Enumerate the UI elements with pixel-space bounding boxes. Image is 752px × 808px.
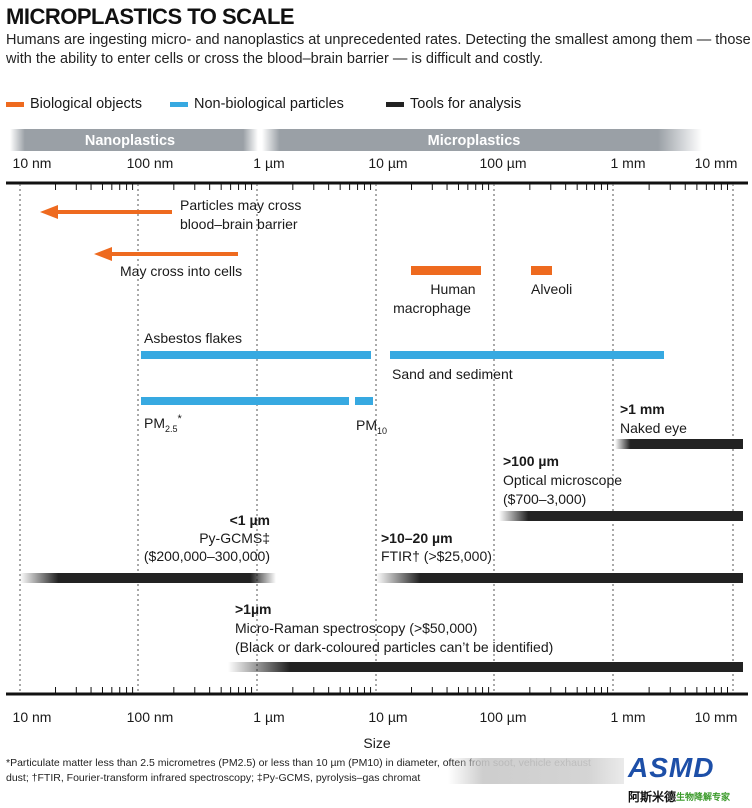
ftir-bar — [376, 573, 743, 583]
alveoli-bar — [531, 266, 552, 275]
bottom-tick-100um: 100 µm — [480, 709, 527, 725]
legend-tools: Tools for analysis — [386, 96, 521, 112]
ftir-label: FTIR† (>$25,000) — [381, 548, 492, 564]
watermark-logo: ASMD — [628, 752, 715, 783]
sand-label: Sand and sediment — [392, 366, 513, 382]
legend-swatch-biological — [6, 101, 24, 107]
footnote-line-2: dust; †FTIR, Fourier-transform infrared … — [6, 772, 421, 784]
band-label-micro: Microplastics — [428, 133, 521, 149]
optical-cost: ($700–3,000) — [503, 491, 586, 507]
subtitle: Humans are ingesting micro- and nanoplas… — [6, 32, 751, 67]
bottom-tick-10um: 10 µm — [368, 709, 407, 725]
watermark-sub: 生物降解专家 — [676, 792, 731, 802]
optical-size: >100 µm — [503, 453, 559, 469]
bottom-tick-10nm: 10 nm — [13, 709, 52, 725]
raman-label-2: (Black or dark-coloured particles can’t … — [235, 639, 553, 655]
top-tick-100nm: 100 nm — [127, 155, 174, 171]
pm10-label: PM10 — [356, 417, 387, 436]
asbestos-label: Asbestos flakes — [144, 330, 242, 346]
naked-eye-label: Naked eye — [620, 420, 687, 436]
band-nanoplastics — [10, 129, 258, 151]
top-tick-10mm: 10 mm — [695, 155, 738, 171]
legend-swatch-non-biological — [170, 101, 188, 107]
axis-xlabel: Size — [363, 735, 390, 751]
bbb-arrow-head — [40, 205, 58, 219]
minor-ticks — [55, 183, 729, 694]
legend-label-non-biological: Non-biological particles — [194, 96, 344, 112]
watermark-chinese: 阿斯米德 — [628, 790, 677, 804]
raman-size: >1µm — [235, 601, 271, 617]
top-tick-10nm: 10 nm — [13, 155, 52, 171]
raman-label-1: Micro-Raman spectroscopy (>$50,000) — [235, 620, 477, 636]
top-tick-1mm: 1 mm — [611, 155, 646, 171]
naked-eye-bar — [615, 439, 743, 449]
alveoli-label: Alveoli — [531, 281, 572, 297]
pm25-label-sup: * — [178, 413, 183, 425]
watermark: ASMD 阿斯米德 生物降解专家 — [624, 752, 748, 804]
scale-diagram: Nanoplastics Microplastics 10 nm 100 nm … — [6, 129, 748, 751]
pm10-bar — [355, 397, 373, 405]
footnote-blur — [448, 758, 624, 784]
legend-label-tools: Tools for analysis — [410, 96, 522, 112]
raman-bar — [228, 662, 743, 672]
bbb-label-1: Particles may cross — [180, 197, 301, 213]
pm10-label-main: PM — [356, 417, 377, 433]
bottom-tick-10mm: 10 mm — [695, 709, 738, 725]
bottom-tick-1um: 1 µm — [253, 709, 284, 725]
top-tick-1um: 1 µm — [253, 155, 284, 171]
pygcms-size: <1 µm — [230, 512, 270, 528]
page-title: MICROPLASTICS TO SCALE — [6, 4, 295, 29]
pm25-label-main: PM — [144, 415, 165, 431]
pm10-label-sub: 10 — [377, 426, 387, 436]
asbestos-bar — [141, 351, 371, 359]
pm25-label: PM2.5* — [144, 413, 183, 434]
pygcms-label: Py-GCMS‡ — [199, 530, 270, 546]
cells-label: May cross into cells — [120, 263, 242, 279]
naked-eye-size: >1 mm — [620, 401, 665, 417]
macrophage-bar — [411, 266, 481, 275]
legend-label-biological: Biological objects — [30, 96, 143, 112]
legend-swatch-tools — [386, 101, 404, 107]
pm25-bar — [141, 397, 349, 405]
optical-bar — [499, 511, 743, 521]
top-tick-10um: 10 µm — [368, 155, 407, 171]
bottom-tick-1mm: 1 mm — [611, 709, 646, 725]
sand-bar — [390, 351, 664, 359]
bottom-tick-100nm: 100 nm — [127, 709, 174, 725]
top-tick-100um: 100 µm — [480, 155, 527, 171]
pm25-label-sub: 2.5 — [165, 424, 178, 434]
ftir-size: >10–20 µm — [381, 530, 453, 546]
legend-non-biological: Non-biological particles — [170, 96, 344, 112]
pygcms-cost: ($200,000–300,000) — [144, 548, 270, 564]
pygcms-bar — [20, 573, 276, 583]
footnote-line-1: *Particulate matter less than 2.5 microm… — [6, 757, 591, 769]
macrophage-label-2: macrophage — [393, 300, 471, 316]
band-microplastics — [262, 129, 702, 151]
bbb-label-2: blood–brain barrier — [180, 216, 298, 232]
legend-biological: Biological objects — [6, 96, 142, 112]
cells-arrow-head — [94, 247, 112, 261]
band-label-nano: Nanoplastics — [85, 133, 175, 149]
macrophage-label-1: Human — [430, 281, 475, 297]
optical-label: Optical microscope — [503, 472, 622, 488]
